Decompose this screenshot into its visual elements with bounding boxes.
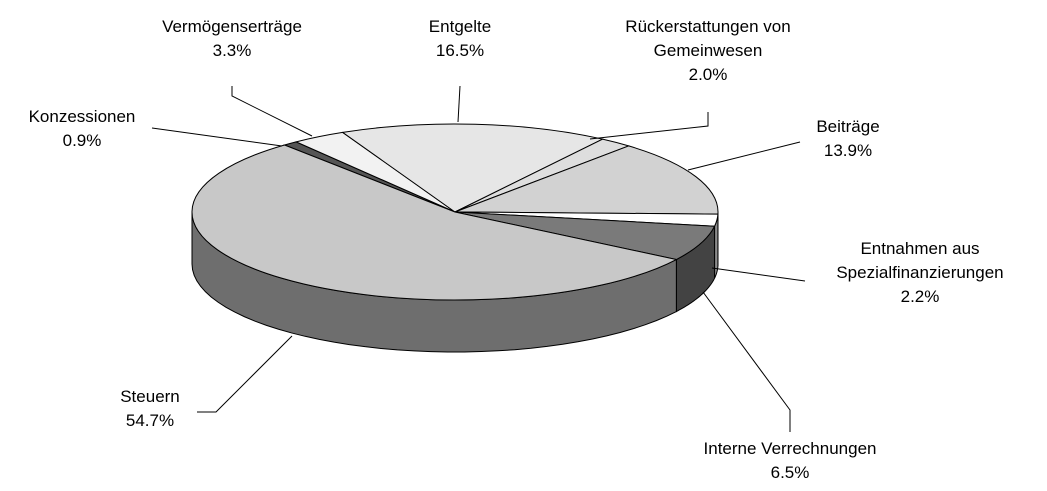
value-label: 2.0% xyxy=(688,65,728,84)
category-name: Entnahmen aus Spezialfinanzierungen xyxy=(836,239,1004,282)
value-label: 54.7% xyxy=(125,411,175,430)
leader-line xyxy=(151,127,283,147)
value-label: 16.5% xyxy=(435,41,485,60)
category-name: Steuern xyxy=(120,387,180,406)
value-label: 13.9% xyxy=(823,141,873,160)
pie-slice xyxy=(454,145,719,215)
leader-line xyxy=(687,141,801,171)
leader-line xyxy=(702,291,791,432)
value-label: 0.9% xyxy=(62,131,102,150)
pie-slice xyxy=(341,123,605,213)
category-name: Entgelte xyxy=(428,17,492,36)
slice-label: Beiträge 13.9% xyxy=(773,115,923,163)
category-name: Beiträge xyxy=(816,117,880,136)
leader-line xyxy=(231,86,313,137)
slice-label: Entnahmen aus Spezialfinanzierungen 2.2% xyxy=(813,237,1028,309)
category-name: Vermögenserträge xyxy=(162,17,302,36)
value-label: 3.3% xyxy=(212,41,252,60)
slice-label: Entgelte 16.5% xyxy=(385,15,535,63)
value-label: 6.5% xyxy=(770,463,810,482)
leader-line xyxy=(711,267,806,282)
leader-line xyxy=(457,85,461,123)
category-name: Interne Verrechnungen xyxy=(703,439,877,458)
slice-label: Rückerstattungen von Gemeinwesen 2.0% xyxy=(591,15,826,87)
leader-line xyxy=(589,112,709,140)
leader-line xyxy=(197,335,293,413)
slice-label: Interne Verrechnungen 6.5% xyxy=(660,437,920,485)
slice-label: Steuern 54.7% xyxy=(75,385,225,433)
value-label: 2.2% xyxy=(900,287,940,306)
category-name: Konzessionen xyxy=(28,107,136,126)
pie-slice xyxy=(191,144,678,301)
category-name: Rückerstattungen von Gemeinwesen xyxy=(625,17,791,60)
slice-label: Konzessionen 0.9% xyxy=(0,105,182,153)
slice-label: Vermögenserträge 3.3% xyxy=(132,15,332,63)
